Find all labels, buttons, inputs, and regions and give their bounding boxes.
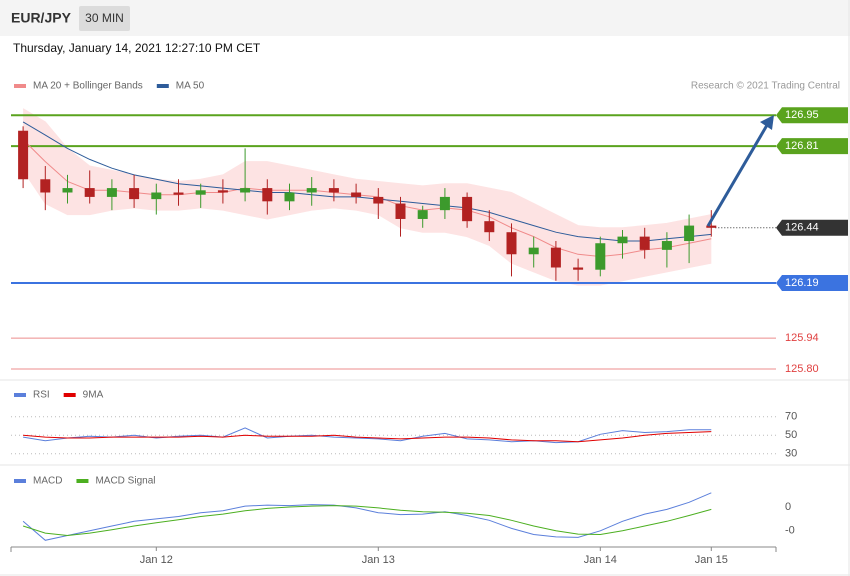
- x-tick-label: Jan 14: [584, 554, 617, 566]
- candle-body: [151, 192, 162, 200]
- legend-swatch: [76, 479, 89, 483]
- candle-body: [528, 247, 539, 255]
- y-tick-label: 30: [785, 448, 797, 460]
- x-tick-label: Jan 15: [695, 554, 728, 566]
- candle-body: [129, 188, 140, 200]
- candle-body: [462, 196, 473, 222]
- legend-swatch: [156, 84, 169, 88]
- legend-swatch: [14, 479, 26, 483]
- y-tick-label: -0: [785, 525, 795, 537]
- x-tick-label: Jan 13: [362, 554, 395, 566]
- candle-body: [240, 188, 251, 193]
- bollinger-fill: [23, 108, 712, 286]
- candle-body: [484, 221, 495, 233]
- level-label: 126.19: [785, 277, 819, 289]
- indicator-line: [23, 427, 712, 444]
- forecast-arrow-head: [760, 115, 774, 130]
- legend-swatch: [14, 84, 26, 88]
- candle-body: [639, 236, 650, 250]
- candle-body: [106, 188, 117, 197]
- y-tick-label: 70: [785, 411, 797, 423]
- candle-body: [262, 188, 273, 202]
- level-tag: [776, 274, 848, 291]
- y-tick-label: 50: [785, 429, 797, 441]
- legend-label: MACD: [33, 476, 62, 487]
- candle-body: [84, 188, 95, 197]
- level-label: 125.94: [785, 332, 819, 344]
- legend-label: MA 20 + Bollinger Bands: [33, 81, 143, 92]
- candle-body: [18, 130, 29, 180]
- candle-body: [40, 179, 51, 193]
- legend-swatch: [14, 393, 26, 397]
- level-label: 126.44: [785, 222, 819, 234]
- level-label: 126.81: [785, 140, 819, 152]
- candle-body: [62, 188, 73, 193]
- symbol: EUR/JPY: [11, 10, 72, 26]
- level-tag: [776, 138, 848, 155]
- source-credit: Research © 2021 Trading Central: [691, 81, 840, 92]
- level-tag: [776, 107, 848, 124]
- candle-body: [595, 243, 606, 270]
- bollinger-lower: [22, 170, 712, 286]
- candle-body: [195, 190, 206, 195]
- level-label: 126.95: [785, 109, 819, 121]
- candle-body: [417, 210, 428, 219]
- legend-label: MA 50: [176, 81, 205, 92]
- timestamp: Thursday, January 14, 2021 12:27:10 PM C…: [13, 41, 261, 55]
- indicator-line: [23, 431, 712, 443]
- candle-body: [550, 247, 561, 268]
- candle-body: [617, 236, 628, 244]
- candle-body: [284, 192, 295, 202]
- candle-body: [306, 188, 317, 193]
- candle-body: [373, 196, 384, 204]
- indicator-line: [22, 492, 712, 541]
- candle-body: [217, 190, 228, 193]
- x-tick-label: Jan 12: [140, 554, 173, 566]
- interval-box[interactable]: [79, 6, 130, 31]
- ma50-line: [22, 121, 712, 242]
- candle-body: [573, 267, 584, 270]
- candle-body: [395, 203, 406, 219]
- indicator-line: [22, 505, 712, 537]
- candle-body: [684, 225, 695, 242]
- legend-label: MACD Signal: [95, 476, 155, 487]
- candle-body: [173, 192, 184, 195]
- interval[interactable]: 30 MIN: [85, 11, 124, 25]
- candle-body: [328, 188, 339, 193]
- y-tick-label: 0: [785, 501, 791, 513]
- candle-body: [661, 241, 672, 250]
- candle-body: [439, 196, 450, 211]
- legend-label: RSI: [33, 390, 50, 401]
- forecast-arrow: [706, 119, 772, 227]
- level-tag: [776, 219, 848, 236]
- candle-body: [351, 192, 362, 197]
- candle-body: [706, 225, 717, 228]
- legend-label: 9MA: [83, 390, 104, 401]
- header-bar: [0, 0, 850, 36]
- level-label: 125.80: [785, 363, 819, 375]
- legend-swatch: [63, 393, 76, 397]
- candle-body: [506, 232, 517, 255]
